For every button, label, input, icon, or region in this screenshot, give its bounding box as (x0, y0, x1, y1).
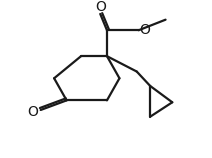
Text: O: O (139, 23, 150, 37)
Text: O: O (95, 0, 106, 14)
Text: O: O (28, 105, 38, 119)
